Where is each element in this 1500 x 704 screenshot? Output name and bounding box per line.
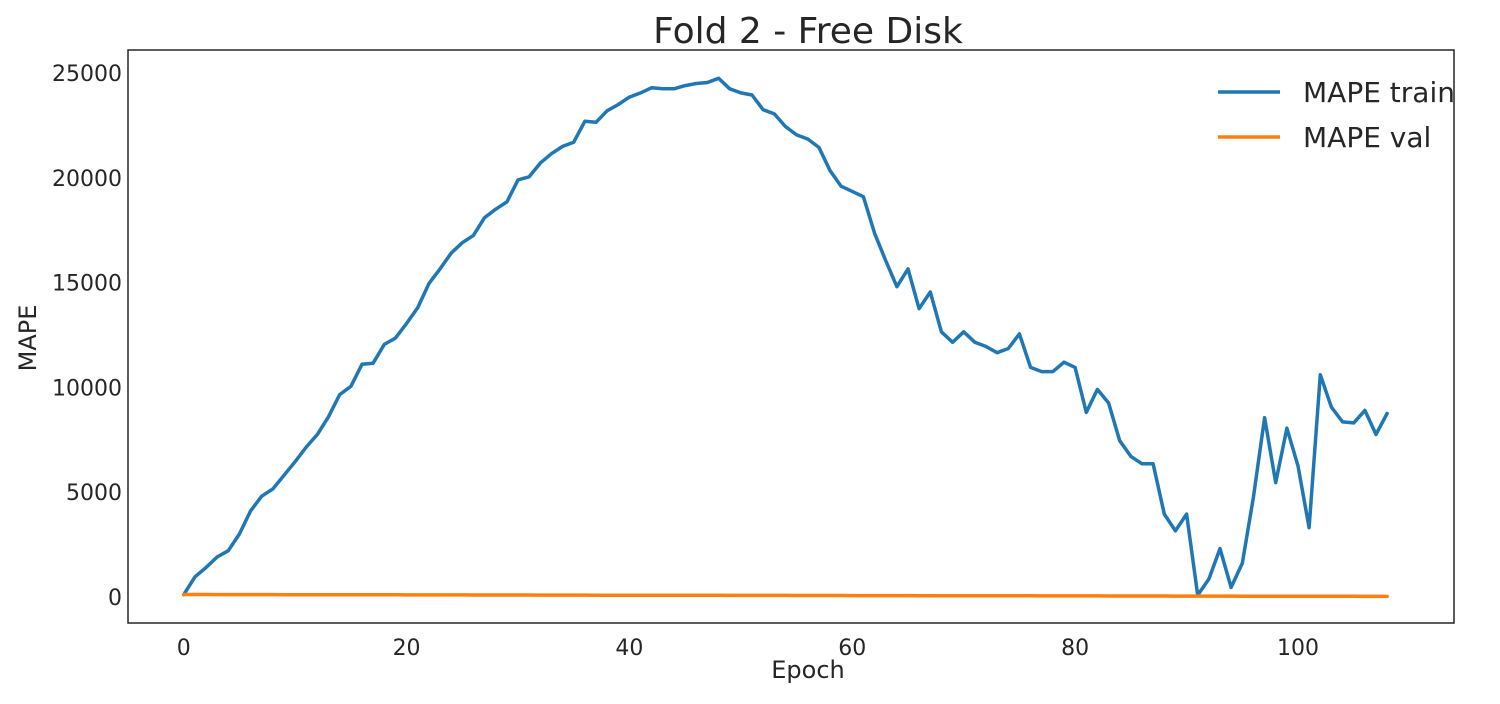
chart-title: Fold 2 - Free Disk bbox=[653, 11, 963, 52]
x-tick-label: 20 bbox=[393, 636, 421, 661]
series-layer bbox=[181, 76, 1389, 599]
y-tick-label: 5000 bbox=[66, 481, 122, 506]
x-tick-label: 0 bbox=[177, 636, 191, 661]
legend-label-mape-val: MAPE val bbox=[1303, 121, 1431, 154]
y-tick-label: 0 bbox=[108, 586, 122, 611]
x-tick-label: 100 bbox=[1277, 636, 1319, 661]
y-tick-label: 15000 bbox=[52, 272, 122, 297]
x-tick-label: 80 bbox=[1061, 636, 1089, 661]
y-tick-label: 25000 bbox=[52, 62, 122, 87]
y-axis-label: MAPE bbox=[14, 305, 42, 372]
x-axis-label: Epoch bbox=[771, 656, 845, 684]
x-tick-label: 40 bbox=[615, 636, 643, 661]
series-line-mape-train bbox=[181, 76, 1389, 597]
y-axis: 0 5000 10000 15000 20000 25000 bbox=[52, 62, 122, 611]
y-tick-label: 10000 bbox=[52, 376, 122, 401]
legend: MAPE train MAPE val bbox=[1218, 76, 1455, 154]
legend-label-mape-train: MAPE train bbox=[1303, 76, 1455, 109]
x-axis: 0 20 40 60 80 100 bbox=[177, 636, 1319, 661]
x-tick-label: 60 bbox=[838, 636, 866, 661]
series-line-mape-val bbox=[181, 592, 1389, 599]
y-tick-label: 20000 bbox=[52, 167, 122, 192]
plot-frame bbox=[127, 49, 1455, 624]
